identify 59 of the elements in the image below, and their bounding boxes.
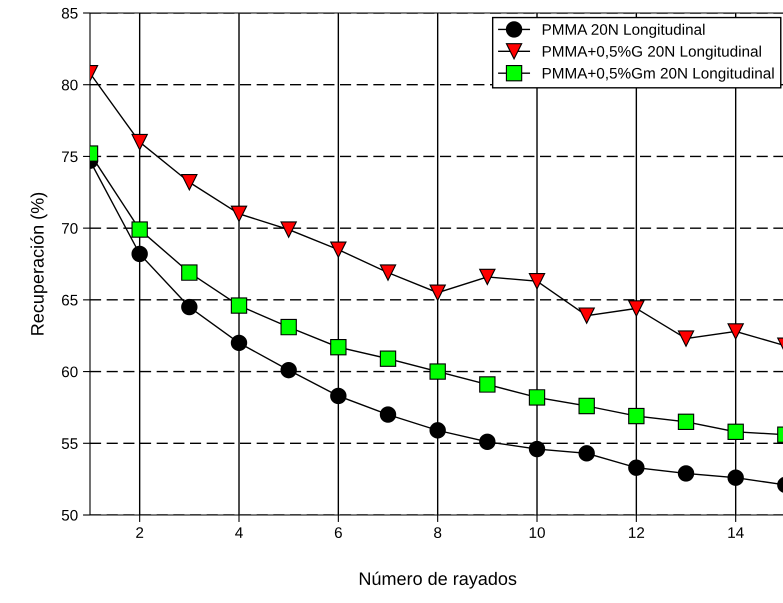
y-tick-label: 70 [62, 223, 78, 234]
x-tick-label: 2 [136, 527, 144, 538]
y-tick-label: 50 [62, 510, 78, 521]
point [330, 338, 347, 356]
point [678, 465, 694, 482]
point [230, 334, 248, 352]
point [429, 363, 446, 380]
legend-label: PMMA 20N Longitudinal [542, 24, 704, 38]
point [727, 323, 744, 340]
point [578, 307, 595, 324]
x-tick-label: 10 [530, 527, 545, 538]
point [131, 246, 148, 262]
legend-label: PMMA+0,5%Gm 20N Longitudinal [542, 67, 774, 82]
point [280, 362, 297, 378]
x-tick-label: 12 [629, 527, 644, 538]
point [528, 389, 546, 406]
point [727, 424, 744, 440]
x-tick-label: 4 [235, 527, 243, 538]
point [131, 221, 148, 238]
y-tick-label: 55 [62, 438, 78, 449]
point [380, 264, 396, 281]
x-tick-label: 14 [728, 527, 744, 538]
point [131, 134, 148, 150]
point [678, 414, 694, 430]
point [181, 264, 198, 281]
point [578, 398, 595, 414]
point [727, 470, 744, 486]
point [479, 268, 496, 286]
point [181, 298, 198, 316]
point [628, 300, 645, 317]
y-tick-label: 85 [62, 8, 78, 19]
point [181, 174, 198, 190]
point [280, 221, 297, 238]
point [479, 376, 496, 393]
point [578, 445, 595, 462]
y-tick-label: 65 [62, 294, 78, 306]
point [330, 241, 347, 258]
point [479, 434, 496, 450]
point [380, 350, 396, 367]
point [330, 388, 347, 404]
legend-label: PMMA+0,5%G 20N Longitudinal [542, 46, 761, 60]
point [230, 297, 248, 314]
point [528, 440, 546, 458]
y-tick-label: 80 [62, 80, 78, 90]
y-tick-label: 60 [62, 366, 78, 378]
point [678, 330, 694, 347]
point [230, 206, 248, 222]
point [628, 408, 645, 424]
point [429, 284, 446, 301]
point [429, 422, 446, 439]
x-tick-label: 8 [434, 527, 442, 538]
y-axis-title: Recuperación (%) [30, 192, 48, 335]
x-axis-title: Número de rayados [360, 572, 516, 589]
x-tick-label: 6 [334, 527, 342, 538]
point [280, 318, 297, 336]
y-tick-label: 75 [62, 151, 78, 162]
point [528, 273, 546, 290]
point [380, 406, 396, 423]
point [628, 459, 645, 476]
